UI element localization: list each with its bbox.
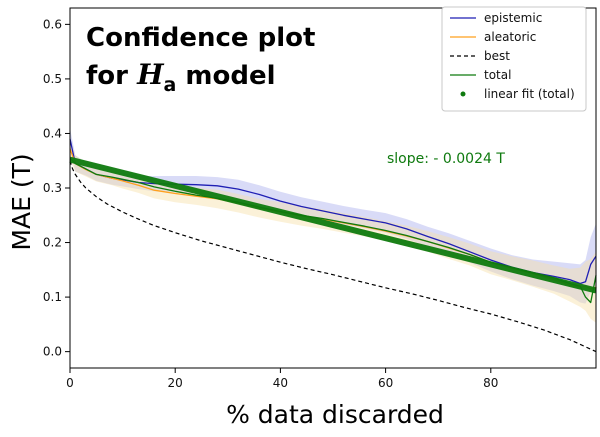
series-line-linear-fit-total <box>69 156 597 294</box>
legend-marker-linear-fit-total <box>460 91 466 97</box>
y-tick-label: 0.4 <box>43 126 62 140</box>
legend-label-best: best <box>484 49 510 63</box>
chart-title-line2: for Ha model <box>86 58 276 96</box>
y-tick-label: 0.3 <box>43 181 62 195</box>
chart-title-prefix: for <box>86 61 137 91</box>
x-tick-label: 80 <box>483 376 498 390</box>
y-tick-label: 0.2 <box>43 236 62 250</box>
legend-items: epistemic aleatoric best total linear fit (t… <box>450 11 575 101</box>
legend-box <box>441 6 587 112</box>
series-line-best <box>69 160 597 353</box>
axis-ticks: 0 20 40 60 80 0.0 0.1 0.2 0.3 0.4 0.5 0.6 <box>43 17 499 390</box>
chart-title: Confidence plot for Ha model <box>86 23 315 96</box>
x-axis-label: % data discarded <box>226 400 444 429</box>
chart-title-line1: Confidence plot <box>86 23 315 53</box>
x-tick-label: 0 <box>66 376 74 390</box>
chart-title-subscript: a <box>164 74 177 96</box>
legend-label-epistemic: epistemic <box>484 11 542 25</box>
x-tick-label: 40 <box>273 376 288 390</box>
y-axis-label: MAE (T) <box>7 153 36 250</box>
x-tick-label: 60 <box>378 376 393 390</box>
series-lines <box>69 138 597 353</box>
x-tick-label: 20 <box>168 376 183 390</box>
legend-label-linear-fit-total: linear fit (total) <box>484 87 575 101</box>
legend-label-total: total <box>484 68 511 82</box>
y-tick-label: 0.6 <box>43 17 62 31</box>
y-tick-label: 0.0 <box>43 345 62 359</box>
legend: epistemic aleatoric best total linear fit (t… <box>441 6 587 112</box>
y-tick-label: 0.5 <box>43 72 62 86</box>
legend-label-aleatoric: aleatoric <box>484 30 536 44</box>
chart-title-suffix: model <box>176 61 275 91</box>
band-aleatoric <box>70 137 596 323</box>
y-tick-label: 0.1 <box>43 290 62 304</box>
chart-title-symbol: H <box>136 58 165 91</box>
slope-annotation: slope: - 0.0024 T <box>387 151 505 167</box>
